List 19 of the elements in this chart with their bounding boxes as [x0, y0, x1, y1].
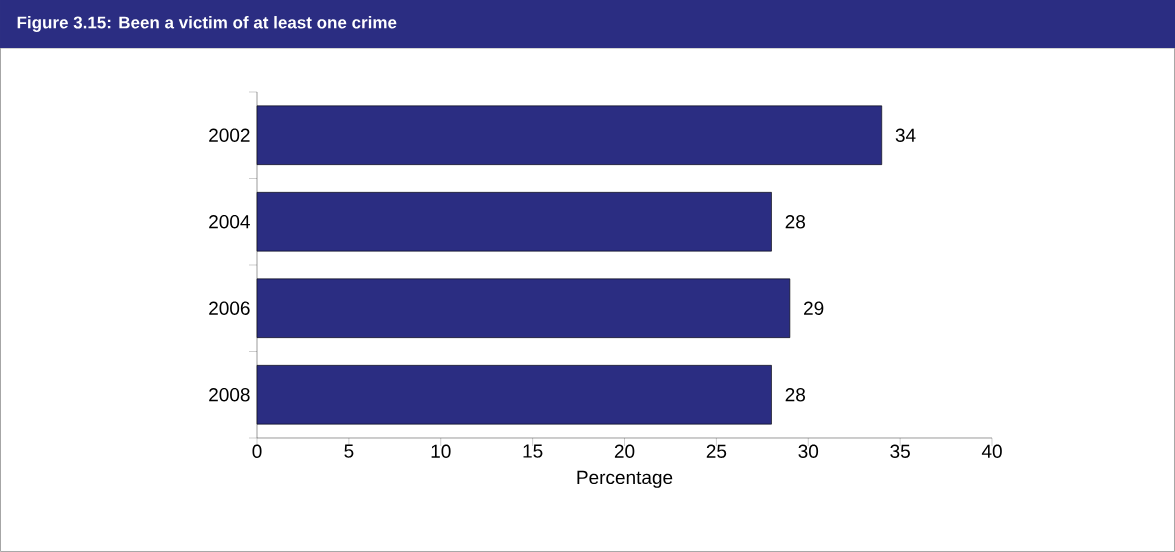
- x-tick-label: 30: [798, 444, 819, 458]
- data-label: 28: [785, 215, 806, 229]
- y-tick-label: 2002: [209, 128, 250, 142]
- data-label: 28: [785, 388, 806, 402]
- y-tick-label: 2008: [209, 388, 250, 402]
- x-tick-label: 10: [431, 444, 451, 458]
- y-tick-label: 2006: [209, 301, 250, 315]
- x-axis-title: Percentage: [577, 470, 673, 488]
- x-tick-label: 15: [523, 444, 543, 458]
- x-tick-label: 35: [890, 444, 910, 458]
- chart-title: Figure 3.15: Been a victim of at least one crime: [17, 16, 397, 32]
- y-tick-label: 2004: [209, 215, 250, 229]
- x-tick-label: 40: [981, 444, 1002, 458]
- data-label: 34: [895, 128, 916, 142]
- x-tick-label: 0: [252, 444, 262, 458]
- x-tick-label: 5: [344, 444, 354, 458]
- x-tick-label: 25: [706, 444, 727, 458]
- data-label: 29: [804, 301, 824, 315]
- x-tick-label: 20: [614, 444, 635, 458]
